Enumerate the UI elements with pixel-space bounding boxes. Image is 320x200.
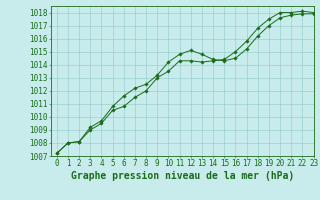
X-axis label: Graphe pression niveau de la mer (hPa): Graphe pression niveau de la mer (hPa) — [71, 171, 294, 181]
